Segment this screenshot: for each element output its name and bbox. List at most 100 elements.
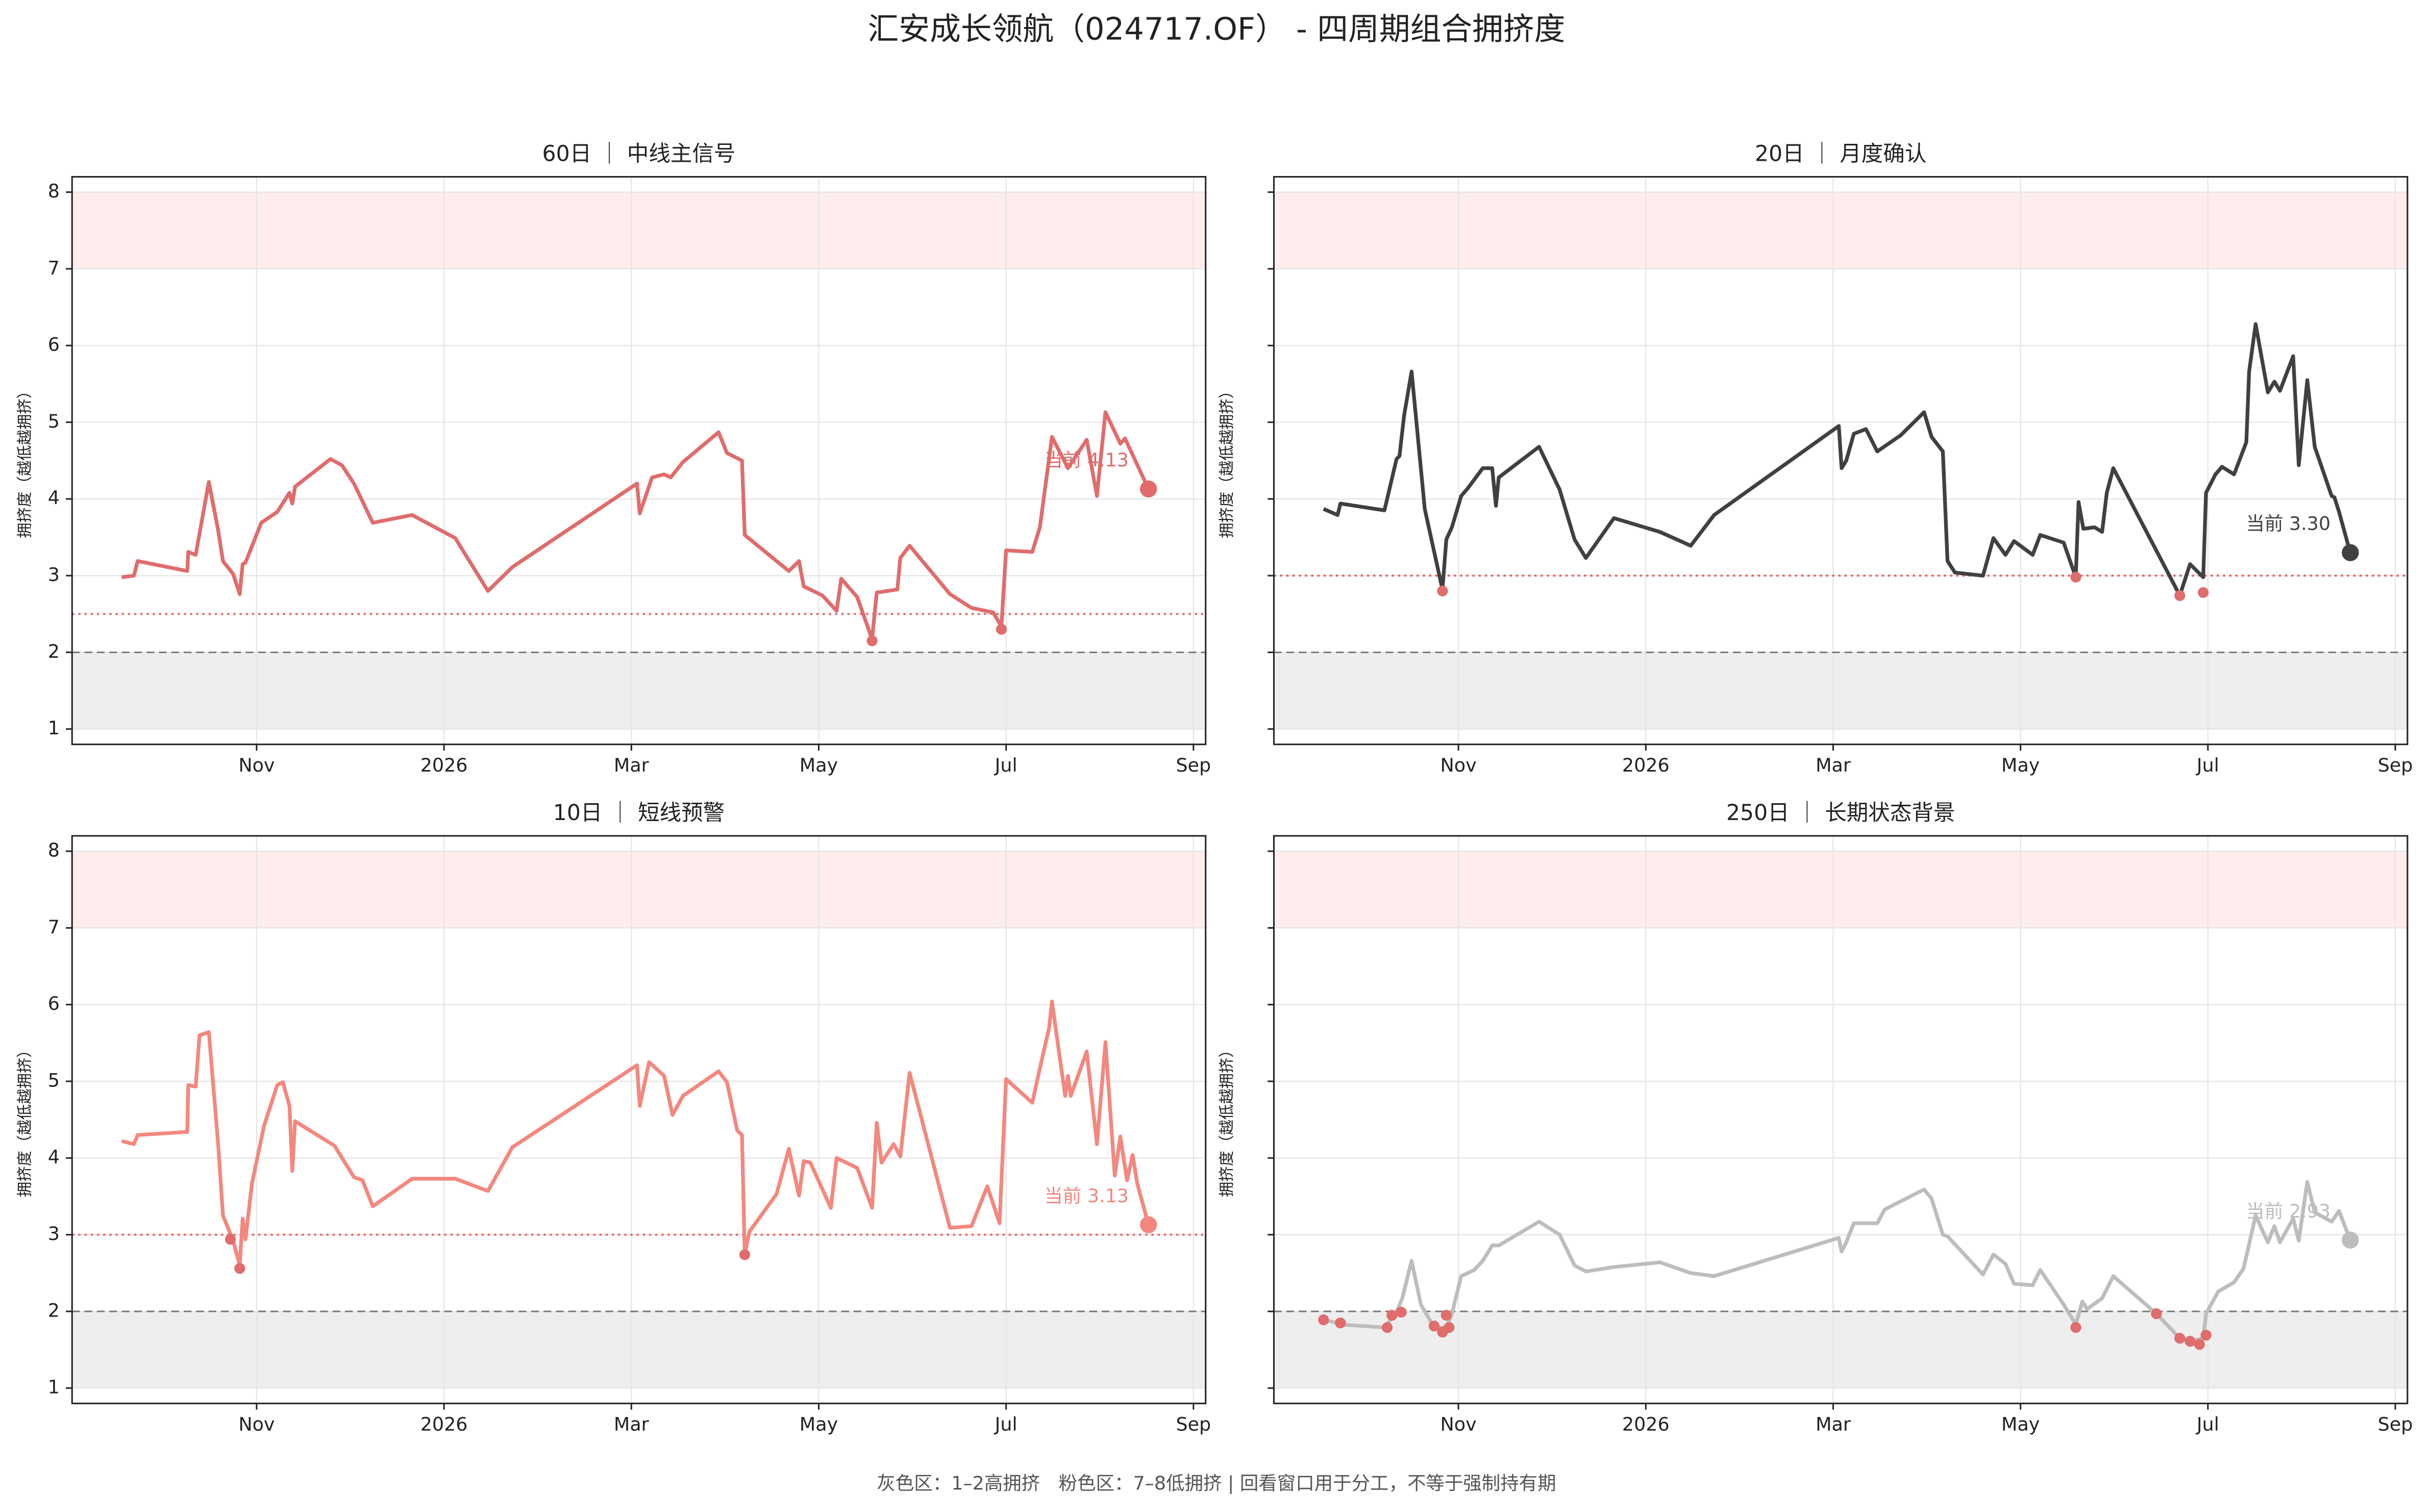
y-tick-label: 7 [48, 257, 60, 279]
x-tick-label: May [800, 1413, 838, 1435]
subplot: Nov 2026 Mar May Jul Sep 1 2 3 4 5 6 7 8 10日 ｜ 短线预警拥挤度… [16, 801, 1211, 1435]
x-tick-label: Nov [238, 1413, 275, 1435]
band [72, 851, 1206, 928]
band [1274, 1311, 2407, 1389]
x-tick-label: Nov [1441, 1413, 1477, 1435]
low-marker [2200, 1329, 2212, 1341]
current-point [1140, 1216, 1157, 1233]
current-label: 当前 3.13 [1044, 1185, 1129, 1207]
current-point [2342, 544, 2359, 561]
low-marker [1437, 585, 1448, 597]
subplot-title: 250日 ｜ 长期状态背景 [1726, 801, 1955, 826]
low-marker [1444, 1322, 1455, 1333]
y-tick-label: 8 [48, 180, 60, 202]
x-tick-label: Mar [614, 754, 649, 776]
low-marker [2198, 587, 2209, 598]
y-tick-label: 3 [48, 1223, 60, 1245]
low-marker [2184, 1335, 2196, 1347]
x-tick-label: 2026 [1622, 754, 1670, 776]
series-line [1323, 1180, 2352, 1344]
x-tick-label: Jul [994, 1413, 1017, 1435]
subplot-title: 20日 ｜ 月度确认 [1755, 141, 1926, 166]
y-axis-label: 拥挤度（越低越拥挤） [16, 383, 34, 538]
current-point [2342, 1231, 2359, 1249]
axes-frame [71, 835, 1207, 1404]
figure-title: 汇安成长领航（024717.OF） - 四周期组合拥挤度 [868, 11, 1566, 47]
x-tick-label: Jul [2196, 1413, 2219, 1435]
x-tick-label: 2026 [1622, 1413, 1670, 1435]
low-marker [225, 1233, 236, 1245]
current-label: 当前 2.93 [2246, 1200, 2331, 1222]
series-line [121, 410, 1150, 641]
y-tick-label: 7 [48, 916, 60, 938]
y-tick-label: 5 [48, 410, 60, 432]
band [1274, 192, 2407, 269]
low-marker [2174, 590, 2186, 601]
y-axis-label: 拥挤度（越低越拥挤） [16, 1042, 34, 1197]
x-tick-label: May [2001, 754, 2040, 776]
low-marker [1318, 1314, 1329, 1326]
band [72, 192, 1206, 269]
low-marker [996, 624, 1007, 635]
y-axis-label: 拥挤度（越低越拥挤） [1218, 1042, 1236, 1197]
current-label: 当前 4.13 [1044, 449, 1129, 471]
band [1274, 851, 2407, 928]
subplot-title: 10日 ｜ 短线预警 [553, 801, 725, 826]
x-tick-label: Mar [1816, 1413, 1851, 1435]
x-tick-label: Mar [1816, 754, 1851, 776]
y-tick-label: 6 [48, 334, 60, 356]
band [1274, 652, 2407, 729]
x-tick-label: Sep [2378, 1413, 2413, 1435]
x-tick-label: Sep [1176, 1413, 1211, 1435]
y-tick-label: 2 [48, 1299, 60, 1321]
low-marker [234, 1263, 245, 1274]
low-marker [2070, 1322, 2081, 1333]
y-tick-label: 8 [48, 839, 60, 861]
series-line [121, 999, 1151, 1268]
footer-note: 灰色区：1–2高拥挤 粉色区：7–8低拥挤 | 回看窗口用于分工，不等于强制持有… [877, 1472, 1556, 1495]
axes-frame [71, 176, 1207, 746]
y-tick-label: 5 [48, 1069, 60, 1091]
axes-frame [1273, 835, 2409, 1404]
x-tick-label: Sep [2378, 754, 2413, 776]
subplot: Nov 2026 Mar May Jul Sep 250日 ｜ 长期状态背景拥挤度（越低越拥… [1218, 801, 2413, 1435]
y-axis-label: 拥挤度（越低越拥挤） [1218, 383, 1236, 538]
current-point [1140, 480, 1157, 498]
low-marker [1386, 1309, 1398, 1321]
y-tick-label: 1 [48, 717, 60, 739]
low-marker [1428, 1320, 1440, 1332]
low-marker [2070, 572, 2081, 583]
x-tick-label: Nov [238, 754, 275, 776]
x-tick-label: 2026 [420, 754, 468, 776]
x-tick-label: Sep [1176, 754, 1211, 776]
low-marker [1381, 1322, 1393, 1333]
low-marker [1335, 1317, 1346, 1329]
x-tick-label: Mar [614, 1413, 649, 1435]
current-label: 当前 3.30 [2246, 513, 2331, 535]
y-tick-label: 6 [48, 993, 60, 1014]
low-marker [2174, 1332, 2186, 1344]
low-marker [2194, 1339, 2205, 1350]
low-marker [2151, 1308, 2162, 1320]
x-tick-label: May [800, 754, 838, 776]
y-tick-label: 2 [48, 640, 60, 662]
low-marker [866, 635, 878, 647]
series-line [1323, 322, 2352, 598]
y-tick-label: 4 [48, 1146, 60, 1168]
x-tick-label: 2026 [420, 1413, 468, 1435]
x-tick-label: May [2001, 1413, 2040, 1435]
low-marker [1396, 1306, 1407, 1318]
axes-frame [1273, 176, 2409, 746]
x-tick-label: Nov [1441, 754, 1477, 776]
y-tick-label: 4 [48, 487, 60, 509]
band [72, 652, 1206, 729]
x-tick-label: Jul [2196, 754, 2219, 776]
band [72, 1311, 1206, 1389]
x-tick-label: Jul [994, 754, 1017, 776]
subplot: Nov 2026 Mar May Jul Sep 1 2 3 4 5 6 7 8 60日 ｜ 中线主信号拥挤… [16, 141, 1211, 776]
low-marker [739, 1249, 751, 1260]
subplot-title: 60日 ｜ 中线主信号 [542, 141, 736, 166]
y-tick-label: 1 [48, 1376, 60, 1398]
